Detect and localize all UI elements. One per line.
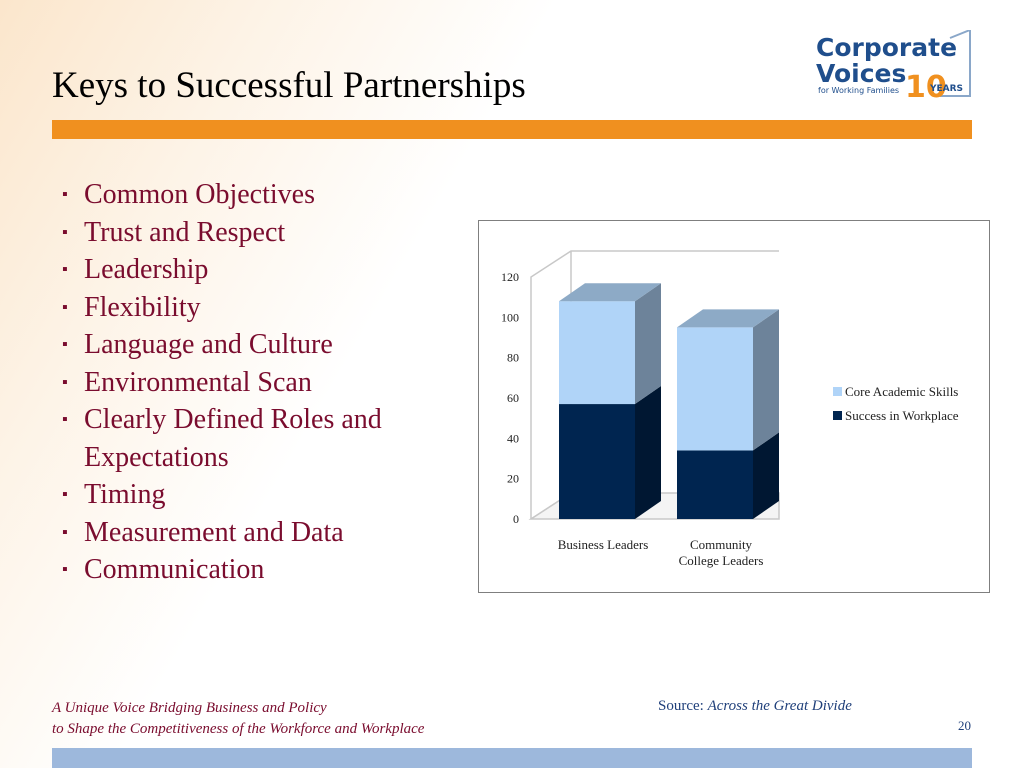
corporate-voices-logo: Corporate Voices for Working Families 10…	[812, 28, 977, 105]
bullet-item: ▪ Common Objectives	[62, 176, 484, 214]
bullet-text: Trust and Respect	[84, 216, 286, 248]
bullet-item: ▪ Language and Culture	[62, 326, 484, 364]
bar-segment-front	[559, 301, 635, 405]
slide-title: Keys to Successful Partnerships	[52, 65, 526, 106]
logo-tagline: for Working Families	[818, 86, 899, 95]
y-tick-label: 120	[501, 270, 519, 284]
bullet-marker: ▪	[62, 261, 68, 278]
legend-label: Success in Workplace	[845, 408, 959, 423]
bar-segment-front	[677, 327, 753, 451]
source-title: Across the Great Divide	[707, 698, 852, 714]
logo-years-number: 10	[905, 70, 947, 102]
bullet-item: ▪ Environmental Scan	[62, 364, 484, 402]
logo-line1: Corporate	[816, 33, 957, 62]
bar-segment-side	[635, 386, 661, 519]
logo-line2: Voices	[816, 59, 906, 88]
legend-swatch	[833, 387, 842, 396]
footer-tagline-line1: A Unique Voice Bridging Business and Pol…	[52, 700, 327, 716]
bar-segment-front	[677, 450, 753, 519]
bullet-text: Clearly Defined Roles and Expectations	[84, 404, 382, 473]
y-tick-label: 60	[507, 391, 519, 405]
bullet-marker: ▪	[62, 411, 68, 428]
footer-tagline: A Unique Voice Bridging Business and Pol…	[52, 698, 424, 740]
bullet-marker: ▪	[62, 223, 68, 241]
title-underline-bar	[52, 120, 972, 139]
bullet-list: ▪ Common Objectives ▪ Trust and Respect ▪ L…	[62, 176, 484, 589]
bullet-item: ▪ Trust and Respect	[62, 214, 484, 252]
bullet-text: Common Objectives	[84, 179, 315, 210]
legend-label: Core Academic Skills	[845, 384, 958, 399]
bullet-text: Flexibility	[84, 291, 201, 323]
bullet-text: Leadership	[84, 254, 209, 285]
y-tick-label: 100	[501, 310, 519, 324]
source-citation: Source: Across the Great Divide	[658, 698, 852, 715]
logo-years-label: YEARS	[929, 84, 963, 94]
bullet-item: ▪ Clearly Defined Roles and Expectations	[62, 401, 484, 476]
bullet-item: ▪ Flexibility	[62, 289, 484, 327]
bar-segment-top	[677, 309, 779, 328]
bullet-marker: ▪	[62, 561, 68, 578]
bullet-text: Measurement and Data	[84, 516, 344, 548]
bullet-marker: ▪	[62, 486, 68, 503]
chart-canvas: 0 20 40 60 80 100 120 Business Leaders Community…	[501, 250, 959, 568]
bullet-item: ▪ Leadership	[62, 251, 484, 289]
legend-swatch	[833, 411, 842, 420]
bullet-marker: ▪	[62, 523, 68, 541]
bullet-item: ▪ Measurement and Data	[62, 514, 484, 552]
bullet-item: ▪ Timing	[62, 476, 484, 514]
x-category-label: College Leaders	[679, 553, 764, 568]
bullet-text: Language and Culture	[84, 329, 333, 360]
bullet-marker: ▪	[62, 336, 68, 353]
y-tick-label: 20	[507, 472, 519, 486]
bullet-text: Environmental Scan	[84, 366, 312, 398]
bullet-marker: ▪	[62, 373, 68, 391]
footer-tagline-line2: to Shape the Competitiveness of the Work…	[52, 721, 425, 737]
logo-graphic: Corporate Voices for Working Families 10…	[816, 28, 971, 105]
bottom-bar	[52, 748, 972, 768]
x-category-label: Community	[690, 537, 753, 552]
bar-segment-side	[753, 309, 779, 451]
bar-segment-side	[635, 283, 661, 405]
page-number: 20	[958, 718, 971, 733]
x-category-label: Business Leaders	[558, 537, 649, 552]
y-tick-label: 40	[507, 431, 519, 445]
stacked-bar-chart: 0 20 40 60 80 100 120 Business Leaders Community…	[478, 220, 990, 593]
bar-segment-side	[753, 432, 779, 519]
y-tick-label: 80	[507, 351, 519, 365]
source-label: Source:	[658, 698, 704, 714]
bar-segment-front	[559, 404, 635, 519]
bullet-marker: ▪	[62, 298, 68, 316]
logo-house-outline	[940, 28, 971, 97]
bullet-text: Timing	[84, 479, 166, 510]
bullet-item: ▪ Communication	[62, 551, 484, 589]
bar-segment-top	[559, 283, 661, 302]
y-tick-label: 0	[513, 512, 519, 526]
bullet-text: Communication	[84, 554, 265, 585]
bullet-marker: ▪	[62, 186, 68, 203]
